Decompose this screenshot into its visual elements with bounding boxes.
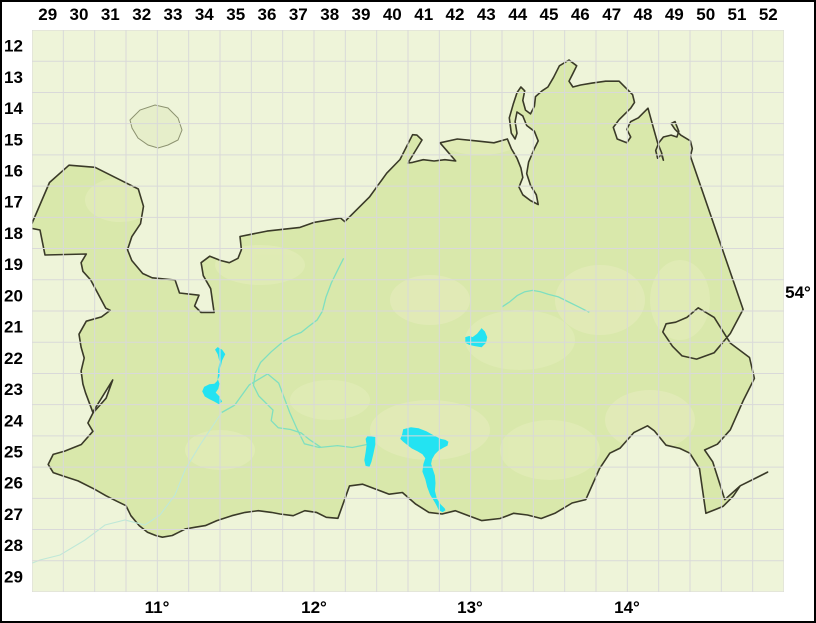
svg-text:19: 19 — [4, 255, 23, 274]
svg-text:43: 43 — [477, 5, 496, 24]
svg-text:14: 14 — [4, 99, 23, 118]
svg-text:18: 18 — [4, 224, 23, 243]
svg-text:12°: 12° — [301, 598, 327, 617]
svg-text:15: 15 — [4, 130, 23, 149]
svg-text:29: 29 — [38, 5, 57, 24]
svg-text:14°: 14° — [614, 598, 640, 617]
svg-text:29: 29 — [4, 567, 23, 586]
svg-text:42: 42 — [446, 5, 465, 24]
svg-text:20: 20 — [4, 286, 23, 305]
svg-text:13: 13 — [4, 68, 23, 87]
svg-text:25: 25 — [4, 443, 23, 462]
svg-text:32: 32 — [132, 5, 151, 24]
svg-text:24: 24 — [4, 411, 23, 430]
svg-text:17: 17 — [4, 193, 23, 212]
svg-text:33: 33 — [164, 5, 183, 24]
svg-text:41: 41 — [414, 5, 433, 24]
svg-text:23: 23 — [4, 380, 23, 399]
svg-text:22: 22 — [4, 349, 23, 368]
svg-text:12: 12 — [4, 37, 23, 56]
svg-text:54°: 54° — [785, 283, 811, 302]
svg-text:16: 16 — [4, 162, 23, 181]
svg-text:44: 44 — [508, 5, 527, 24]
svg-text:30: 30 — [70, 5, 89, 24]
svg-text:37: 37 — [289, 5, 308, 24]
svg-text:35: 35 — [226, 5, 245, 24]
svg-text:47: 47 — [602, 5, 621, 24]
svg-text:34: 34 — [195, 5, 214, 24]
svg-text:36: 36 — [258, 5, 277, 24]
svg-text:52: 52 — [759, 5, 778, 24]
svg-text:38: 38 — [320, 5, 339, 24]
svg-text:31: 31 — [101, 5, 120, 24]
svg-text:21: 21 — [4, 318, 23, 337]
svg-text:27: 27 — [4, 505, 23, 524]
svg-text:51: 51 — [728, 5, 747, 24]
svg-text:49: 49 — [665, 5, 684, 24]
svg-text:50: 50 — [696, 5, 715, 24]
svg-text:28: 28 — [4, 536, 23, 555]
svg-text:11°: 11° — [145, 598, 170, 617]
svg-text:46: 46 — [571, 5, 590, 24]
svg-text:48: 48 — [634, 5, 653, 24]
svg-text:39: 39 — [352, 5, 371, 24]
svg-text:13°: 13° — [457, 598, 483, 617]
svg-text:45: 45 — [540, 5, 559, 24]
svg-text:26: 26 — [4, 474, 23, 493]
svg-text:40: 40 — [383, 5, 402, 24]
